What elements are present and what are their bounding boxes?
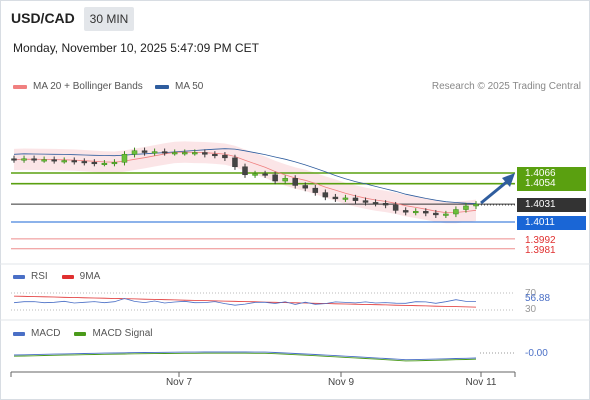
rsi-legend: RSI 9MA: [13, 271, 100, 282]
candle-body: [473, 203, 479, 207]
macd-signal-swatch: [74, 331, 87, 336]
candle-body: [41, 159, 47, 162]
candle-body: [412, 211, 419, 214]
candle-body: [161, 151, 168, 154]
legend-ma50: MA 50: [155, 81, 203, 92]
date-label-2: Nov 9: [327, 377, 355, 388]
candle-body: [262, 173, 268, 176]
legend-ma20-label: MA 20 + Bollinger Bands: [33, 81, 143, 92]
candle-body: [131, 150, 138, 155]
rsi-panel: [11, 292, 515, 311]
rsi-swatch: [13, 274, 25, 279]
candle-body: [151, 151, 158, 154]
candle-body: [91, 162, 98, 165]
candle-body: [453, 209, 459, 215]
legend-ma50-label: MA 50: [175, 81, 204, 92]
candle-body: [71, 160, 78, 163]
macd-value: -0.00: [525, 348, 548, 359]
last-price-tag: 1.4031: [517, 198, 586, 212]
rsi-value: 56.88: [525, 293, 551, 304]
candle-body: [141, 150, 148, 153]
candle-body: [362, 200, 369, 203]
rsi-line: [13, 298, 476, 306]
forecast-arrow-icon: [480, 173, 515, 205]
legend-ma20-bollinger: MA 20 + Bollinger Bands: [13, 81, 143, 92]
support-label-2: 1.3981: [525, 245, 556, 256]
rsi-level-30: 30: [525, 304, 537, 315]
macd-panel: [13, 351, 515, 362]
candle-body: [322, 192, 329, 198]
symbol-title: USD/CAD: [11, 10, 75, 26]
macd-line: [13, 351, 477, 361]
bollinger-bands: [14, 141, 476, 224]
candle-body: [443, 213, 449, 216]
candle-body: [302, 185, 309, 189]
candle-body: [181, 152, 188, 155]
candle-body: [21, 158, 27, 161]
candle-body: [372, 202, 379, 205]
interval-button[interactable]: 30 MIN: [84, 7, 134, 31]
rsi-ma-label: 9MA: [79, 271, 101, 282]
candle-body: [11, 158, 17, 161]
rsi-level-70: 70: [525, 288, 537, 299]
copyright-text: Research © 2025 Trading Central: [431, 81, 581, 92]
candle-body: [222, 154, 228, 159]
macd-label: MACD: [31, 328, 61, 339]
ma20-line: [13, 151, 477, 214]
macd-signal-label: MACD Signal: [92, 328, 153, 339]
rsi-ma-swatch: [61, 274, 74, 279]
candle-body: [342, 197, 349, 200]
candle-body: [352, 197, 359, 201]
candle-body: [31, 158, 37, 161]
candle-body: [463, 205, 469, 210]
price-level-lines: [11, 172, 515, 250]
candle-body: [282, 178, 288, 182]
macd-swatch: [13, 331, 25, 336]
candle-body: [252, 173, 258, 176]
candle-body: [292, 178, 298, 186]
candle-body: [61, 160, 67, 163]
candle-body: [111, 162, 118, 165]
macd-legend: MACD MACD Signal: [13, 328, 152, 339]
candle-body: [212, 154, 218, 157]
candle-body: [272, 174, 278, 182]
resistance-tag-2: 1.4054: [517, 177, 586, 191]
rsi-label: RSI: [31, 271, 48, 282]
candle-body: [392, 204, 399, 211]
candle-body: [382, 203, 389, 206]
candlesticks: [11, 147, 479, 218]
candle-body: [121, 154, 128, 163]
candle-body: [202, 152, 208, 155]
candle-body: [332, 196, 339, 200]
macd-signal-line: [13, 352, 477, 362]
candle-body: [81, 161, 88, 164]
pivot-tag: 1.4011: [517, 216, 586, 230]
candle-body: [242, 166, 248, 176]
x-axis: [10, 371, 516, 377]
chart-datetime: Monday, November 10, 2025 5:47:09 PM CET: [13, 41, 259, 55]
candle-body: [232, 157, 238, 168]
candle-body: [171, 152, 178, 155]
ma20-swatch: [13, 84, 27, 89]
candle-body: [101, 162, 108, 165]
candle-body: [51, 159, 57, 162]
date-label-3: Nov 11: [465, 377, 497, 388]
ma50-swatch: [155, 84, 169, 89]
support-label-1: 1.3992: [525, 235, 556, 246]
candle-body: [312, 187, 319, 193]
candle-body: [433, 212, 439, 216]
date-label-1: Nov 7: [165, 377, 193, 388]
candle-body: [192, 152, 198, 155]
ma50-line: [13, 148, 477, 204]
candle-body: [423, 211, 429, 214]
candle-body: [402, 210, 409, 213]
rsi-ma-line: [13, 295, 477, 308]
